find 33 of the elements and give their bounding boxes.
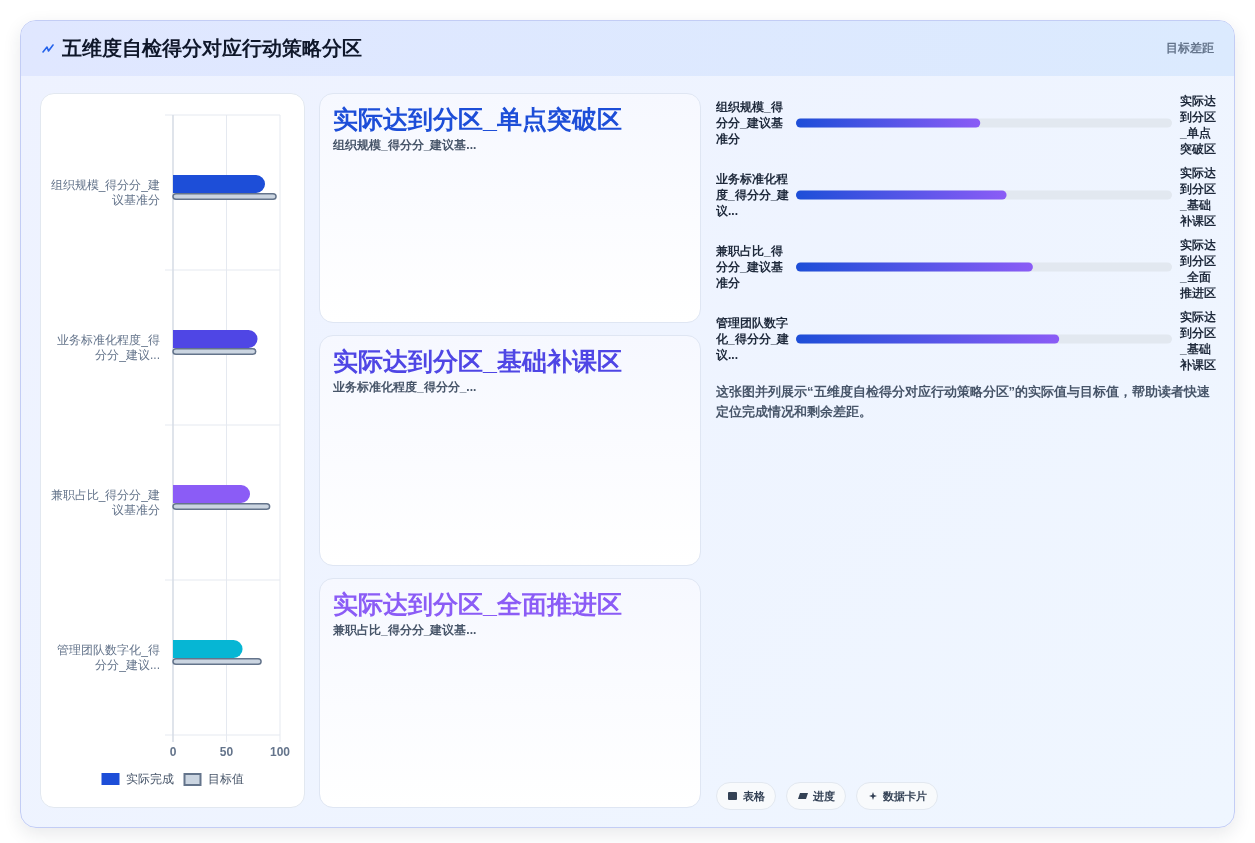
text: 实际达到分区_全面推进区 — [1179, 238, 1217, 300]
bar — [173, 330, 258, 348]
text: 实际达到分区_基础补课区 — [333, 346, 622, 376]
y-tick-label: 管理团队数字化_得分分_建议... — [715, 316, 790, 362]
bar — [173, 640, 243, 658]
x-tick-label: 0 — [169, 745, 177, 759]
text: 表格 — [743, 788, 765, 804]
y-tick-label: 组织规模_得分分_建议基准分 — [715, 100, 783, 146]
text: 五维度自检得分对应行动策略分区 — [62, 36, 362, 61]
text: 进度 — [813, 788, 835, 804]
y-tick-label: 管理团队数字化_得分分_建议... — [57, 643, 160, 672]
x-tick-label: 50 — [219, 745, 234, 759]
text: 实际达到分区_基础补课区 — [1179, 166, 1217, 228]
y-tick-label: 组织规模_得分分_建议基准分 — [50, 178, 160, 207]
text: 业务标准化程度_得分分_... — [333, 379, 477, 395]
text: 实际达到分区_单点突破区 — [1179, 94, 1217, 156]
text: 实际达到分区_全面推进区 — [333, 589, 622, 619]
text: 这张图并列展示“五维度自检得分对应行动策略分区”的实际值与目标值，帮助读者快速定位完成情况和剩余差距。 — [716, 383, 1211, 421]
legend-label: 实际完成 — [125, 772, 174, 786]
y-tick-label: 业务标准化程度_得分分_建议... — [57, 333, 160, 362]
text: 目标差距 — [1166, 40, 1214, 57]
bar — [173, 175, 266, 193]
bar — [173, 485, 251, 503]
text: 兼职占比_得分分_建议基... — [333, 622, 477, 638]
legend-label: 目标值 — [207, 772, 244, 786]
y-tick-label: 业务标准化程度_得分分_建议... — [715, 172, 790, 218]
x-tick-label: 100 — [269, 745, 291, 759]
text: 组织规模_得分分_建议基... — [333, 137, 477, 153]
text: 数据卡片 — [883, 788, 927, 804]
y-tick-label: 兼职占比_得分分_建议基准分 — [50, 488, 160, 517]
text: 实际达到分区_基础补课区 — [1179, 310, 1217, 372]
text: 实际达到分区_单点突破区 — [333, 104, 622, 134]
y-tick-label: 兼职占比_得分分_建议基准分 — [715, 244, 783, 290]
